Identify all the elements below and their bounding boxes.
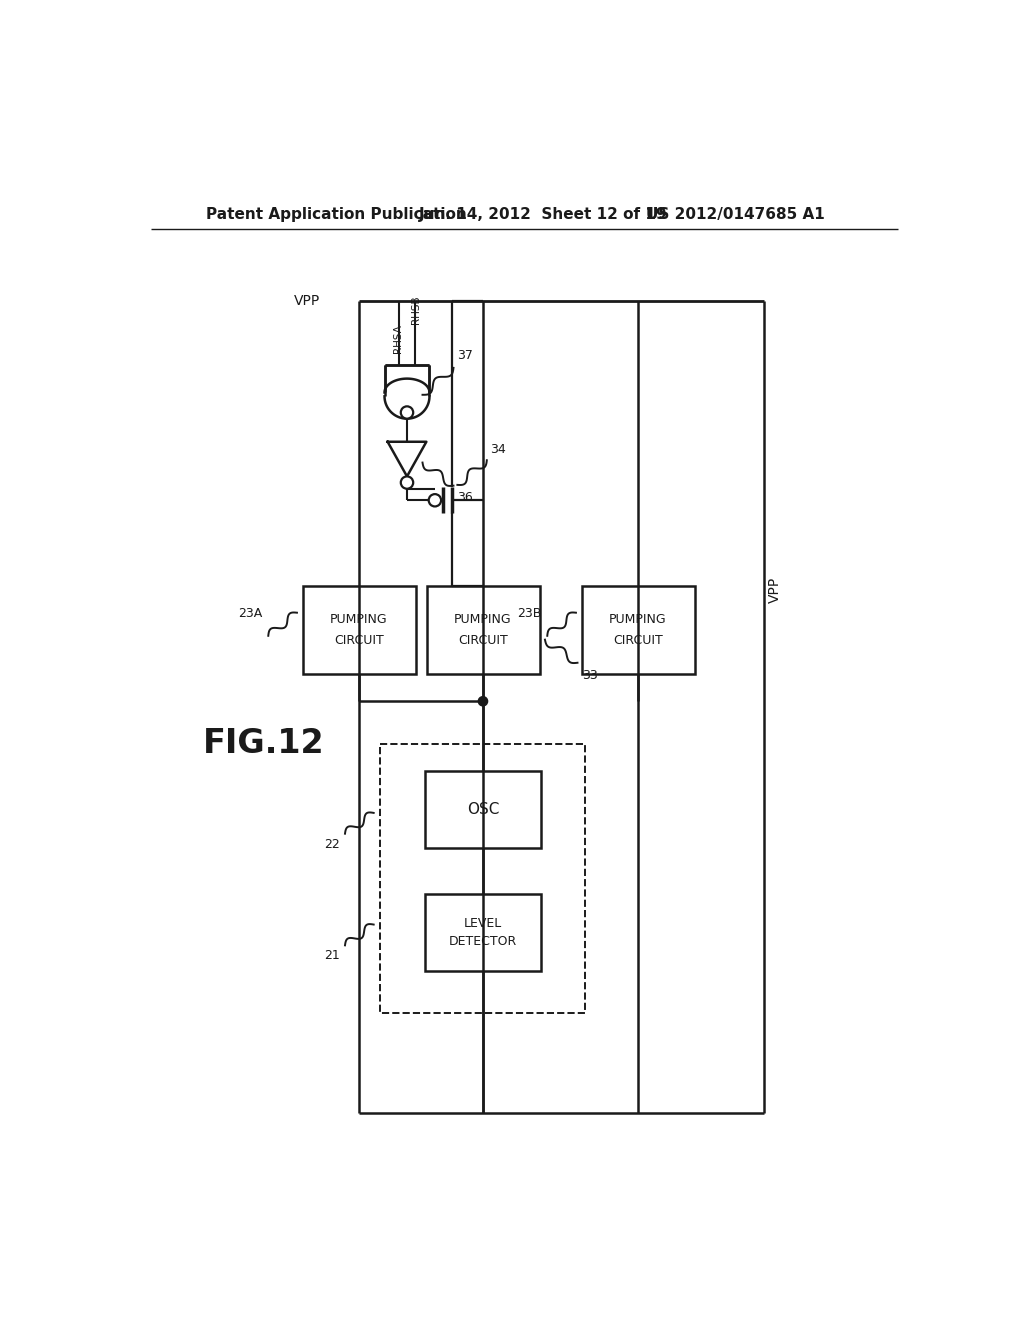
Text: RHSA: RHSA <box>392 323 402 352</box>
Text: CIRCUIT: CIRCUIT <box>613 634 663 647</box>
Text: 33: 33 <box>583 669 598 682</box>
Text: OSC: OSC <box>467 801 499 817</box>
Text: 36: 36 <box>458 491 473 504</box>
Bar <box>380 743 586 1014</box>
Text: 23B: 23B <box>517 607 542 620</box>
Text: FIG.12: FIG.12 <box>203 727 325 760</box>
Text: DETECTOR: DETECTOR <box>449 935 517 948</box>
Bar <box>427 586 540 675</box>
Text: Jun. 14, 2012  Sheet 12 of 19: Jun. 14, 2012 Sheet 12 of 19 <box>419 207 667 222</box>
Circle shape <box>478 697 487 706</box>
Text: RHSB: RHSB <box>412 296 421 323</box>
Bar <box>425 771 541 847</box>
Text: 34: 34 <box>489 442 506 455</box>
Text: 23A: 23A <box>239 607 263 620</box>
Bar <box>303 586 416 675</box>
Text: PUMPING: PUMPING <box>330 612 388 626</box>
Circle shape <box>429 494 441 507</box>
Bar <box>425 894 541 970</box>
Text: LEVEL: LEVEL <box>464 916 502 929</box>
Text: VPP: VPP <box>768 577 782 603</box>
Text: US 2012/0147685 A1: US 2012/0147685 A1 <box>646 207 824 222</box>
Text: VPP: VPP <box>294 294 321 308</box>
Circle shape <box>400 477 414 488</box>
Text: Patent Application Publication: Patent Application Publication <box>206 207 466 222</box>
Text: 37: 37 <box>458 348 473 362</box>
Bar <box>583 586 694 675</box>
Text: CIRCUIT: CIRCUIT <box>458 634 508 647</box>
Text: 22: 22 <box>324 838 340 851</box>
Text: 21: 21 <box>324 949 340 962</box>
Circle shape <box>400 407 414 418</box>
Text: CIRCUIT: CIRCUIT <box>334 634 384 647</box>
Text: PUMPING: PUMPING <box>454 612 512 626</box>
Text: PUMPING: PUMPING <box>609 612 667 626</box>
